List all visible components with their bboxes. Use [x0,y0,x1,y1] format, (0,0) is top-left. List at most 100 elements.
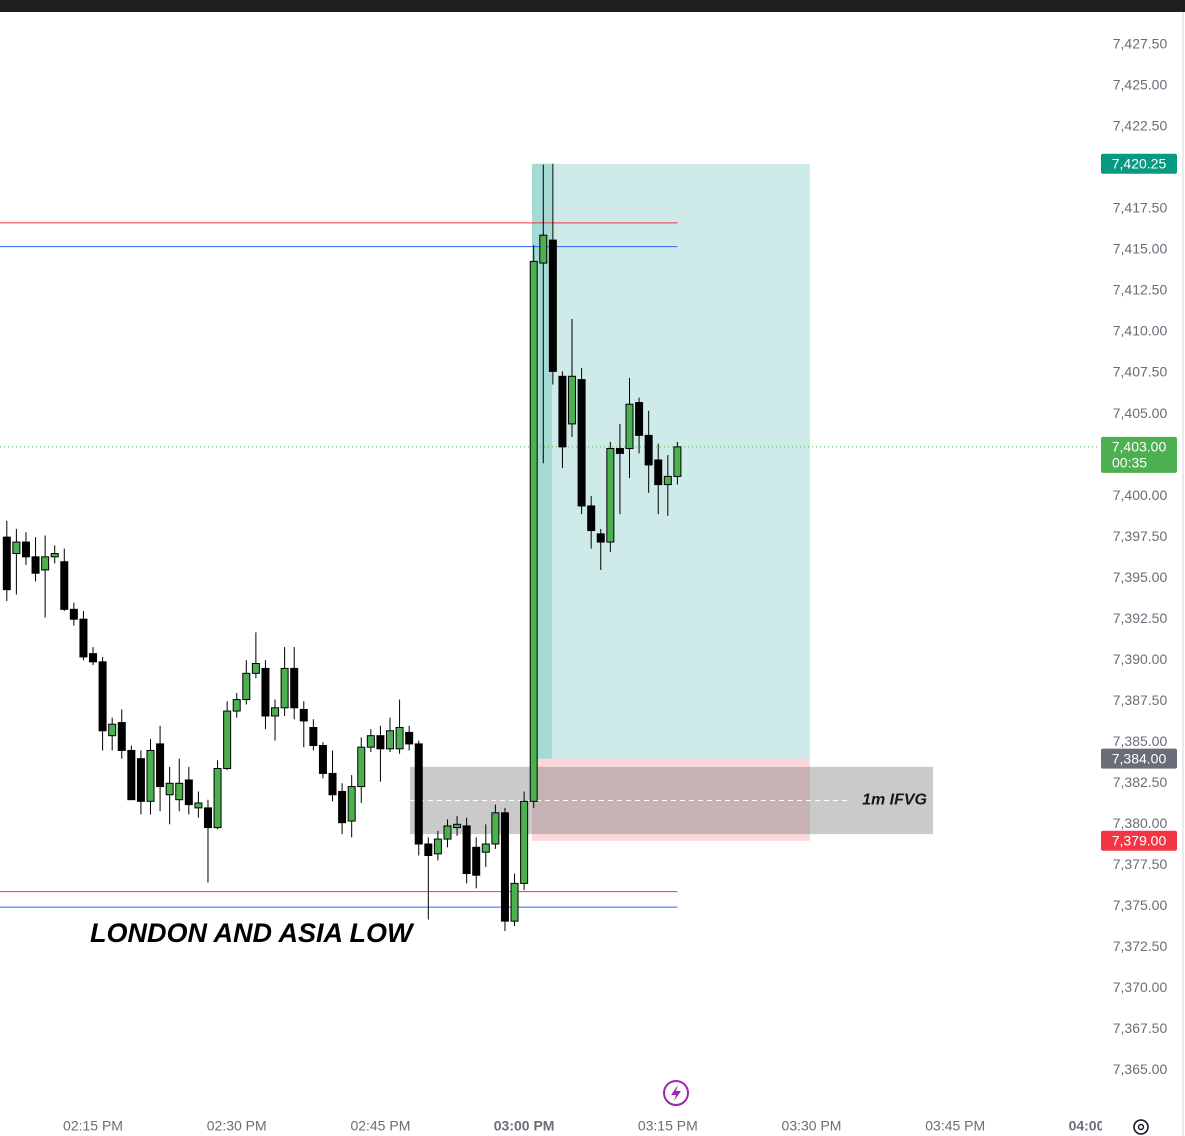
candle-body [41,556,50,571]
candle-body [386,730,394,750]
candle-body [50,553,59,558]
candle-body [615,448,624,454]
y-tick-label: 7,375.00 [1113,897,1168,913]
candle-body [529,260,538,802]
candle-body [309,726,318,747]
candle-body [89,653,98,663]
candle-body [347,786,356,822]
x-tick-label: 03:15 PM [638,1118,698,1134]
candle-body [366,735,375,748]
x-tick-label: 02:45 PM [350,1118,410,1134]
settings-icon[interactable] [1133,1119,1149,1135]
candle-body [462,825,471,875]
x-tick-label: 03:45 PM [925,1118,985,1134]
candle-body [98,661,107,732]
candle-body [673,446,682,477]
candle-body [299,708,308,722]
candle-body [663,475,672,486]
candle-body [232,699,241,712]
candle-body [453,823,462,829]
candle-body [433,838,442,855]
candle-body [318,745,327,774]
target-zone [532,163,810,759]
zone-label: 1m IFVG [862,792,927,809]
x-tick-label: 02:15 PM [63,1118,123,1134]
candle-body [223,710,232,770]
candle-body [577,379,586,507]
y-tick-label: 7,425.00 [1113,77,1168,93]
stop-badge [1101,830,1177,851]
x-tick-label: 03:00 PM [494,1118,555,1134]
y-tick-label: 7,397.50 [1113,528,1168,544]
candle-body [184,779,193,806]
y-tick-label: 7,405.00 [1113,405,1168,421]
y-tick-label: 7,380.00 [1113,815,1168,831]
candle-body [108,723,117,737]
candle-body [213,768,222,829]
y-tick-label: 7,377.50 [1113,856,1168,872]
x-tick-label: 04:00 PM [1069,1118,1130,1134]
entry-badge [1101,748,1177,769]
y-tick-label: 7,390.00 [1113,651,1168,667]
candle-body [654,459,663,486]
candle-body [127,749,136,801]
target-label: 7,420.25 [1112,155,1167,171]
y-tick-label: 7,385.00 [1113,733,1168,749]
y-tick-label: 7,415.00 [1113,241,1168,257]
candle-body [338,790,347,824]
last-price-badge [1101,436,1177,473]
stop-label: 7,379.00 [1112,832,1167,848]
candle-body [510,882,519,922]
candle-body [175,782,184,801]
plot-area [0,163,1097,931]
y-tick-label: 7,422.50 [1113,118,1168,134]
price-axis: 7,365.00 7,367.50 7,370.00 7,372.50 7,375.00… [1113,36,1168,1078]
y-tick-label: 7,392.50 [1113,610,1168,626]
candle-body [328,772,337,796]
candle-body [405,731,414,745]
y-tick-label: 7,370.00 [1113,979,1168,995]
candle-body [414,743,423,845]
time-axis: 02:15 PM 02:30 PM 02:45 PM 03:00 PM 03:15 PM… [63,1118,1130,1134]
candle-body [357,746,366,788]
candle-body [271,707,280,717]
candle-body [156,743,165,788]
candle-body [261,667,270,717]
y-tick-label: 7,382.50 [1113,774,1168,790]
candle-body [60,561,69,610]
candle-body [21,541,30,558]
candle-body [69,608,78,620]
candle-body [481,843,490,853]
candle-body [644,434,653,466]
y-tick-label: 7,427.50 [1113,36,1168,52]
y-tick-label: 7,412.50 [1113,282,1168,298]
candle-body [606,448,615,543]
annotation: LONDON AND ASIA LOW [90,918,415,948]
target-badge [1101,153,1177,174]
countdown: 00:35 [1112,455,1147,471]
y-tick-label: 7,372.50 [1113,938,1168,954]
candle-body [165,782,174,796]
candle-body [242,672,251,701]
candle-body [280,667,289,709]
y-tick-label: 7,365.00 [1113,1061,1168,1077]
candle-body [625,403,634,450]
candle-body [376,735,385,750]
y-tick-label: 7,395.00 [1113,569,1168,585]
candle-body [491,812,500,845]
candle-body [2,536,11,591]
y-tick-label: 7,407.50 [1113,364,1168,380]
y-tick-label: 7,387.50 [1113,692,1168,708]
candle-body [596,533,605,543]
y-tick-label: 7,417.50 [1113,200,1168,216]
lightning-icon[interactable] [663,1080,689,1106]
candle-body [136,758,145,802]
x-tick-label: 03:30 PM [782,1118,842,1134]
candle-body [194,802,203,809]
entry-label: 7,384.00 [1112,750,1167,766]
candle-body [146,749,155,802]
candle-body [587,505,596,532]
candle-body [12,541,21,555]
candle-body [117,722,126,751]
candle-body [520,800,529,884]
